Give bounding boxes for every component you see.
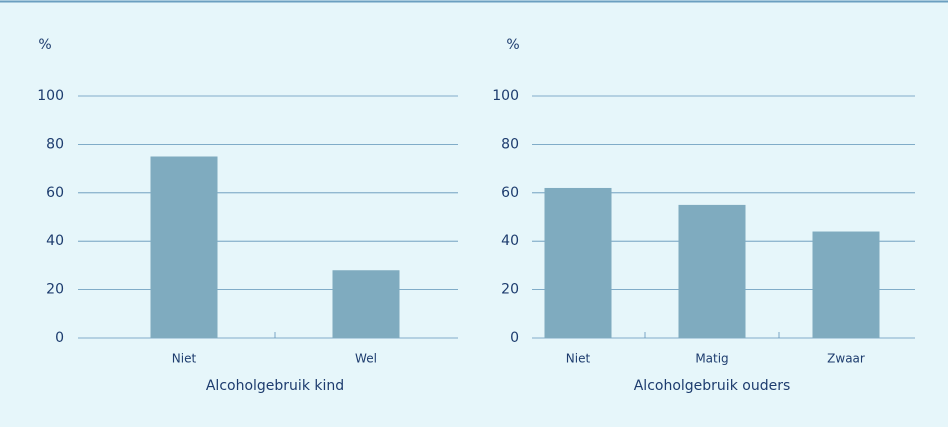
x-tick-label: Niet bbox=[566, 352, 591, 366]
bar bbox=[812, 231, 880, 338]
x-axis-label: Alcoholgebruik kind bbox=[206, 378, 344, 394]
y-tick-label: 60 bbox=[501, 185, 519, 201]
x-tick-label: Wel bbox=[355, 352, 377, 366]
y-axis-label: % bbox=[38, 37, 51, 53]
y-tick-label: 100 bbox=[492, 88, 519, 104]
bar bbox=[678, 204, 746, 338]
bar bbox=[150, 156, 218, 338]
bar bbox=[332, 270, 400, 338]
y-tick-label: 80 bbox=[501, 136, 519, 152]
bar bbox=[544, 187, 612, 338]
y-tick-label: 100 bbox=[37, 88, 64, 104]
x-tick-label: Zwaar bbox=[827, 352, 865, 366]
y-tick-label: 60 bbox=[46, 185, 64, 201]
y-tick-label: 20 bbox=[501, 282, 519, 298]
y-tick-label: 0 bbox=[55, 330, 64, 346]
y-axis-label: % bbox=[506, 37, 519, 53]
y-tick-label: 80 bbox=[46, 136, 64, 152]
y-tick-label: 40 bbox=[501, 233, 519, 249]
x-tick-label: Niet bbox=[172, 352, 197, 366]
y-tick-label: 0 bbox=[510, 330, 519, 346]
x-tick-label: Matig bbox=[695, 352, 728, 366]
y-tick-label: 20 bbox=[46, 282, 64, 298]
y-tick-label: 40 bbox=[46, 233, 64, 249]
x-axis-label: Alcoholgebruik ouders bbox=[634, 378, 791, 394]
